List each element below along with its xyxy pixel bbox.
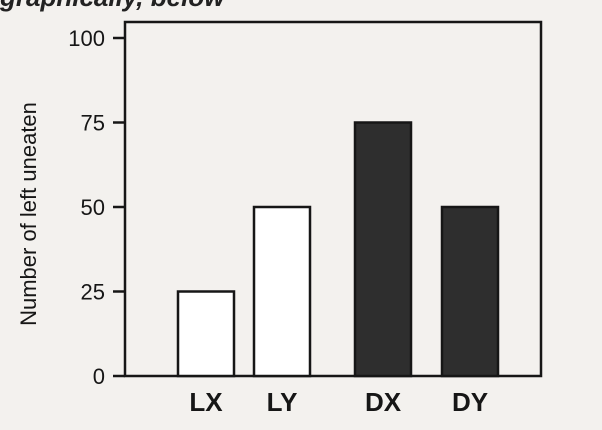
y-axis-label: Number of left uneaten — [16, 102, 41, 326]
y-tick-label: 50 — [81, 195, 105, 220]
bar-dy — [440, 205, 500, 378]
x-axis-ticks: LX LY DX DY — [189, 387, 488, 417]
bar-dx — [353, 121, 413, 378]
y-tick-label: 25 — [81, 280, 105, 305]
x-tick-label: LY — [267, 387, 298, 417]
bars — [176, 121, 500, 378]
cropped-caption-text: graphically, below — [0, 0, 224, 13]
x-tick-label: LX — [189, 387, 223, 417]
plot-frame — [123, 20, 543, 378]
y-axis-ticks: 0 25 50 75 100 — [68, 26, 125, 389]
y-tick-label: 75 — [81, 111, 105, 136]
bar-ly — [252, 205, 312, 378]
x-tick-label: DY — [452, 387, 488, 417]
bar-lx — [176, 290, 236, 378]
y-tick-label: 0 — [93, 364, 105, 389]
y-tick-label: 100 — [68, 26, 105, 51]
x-tick-label: DX — [365, 387, 402, 417]
